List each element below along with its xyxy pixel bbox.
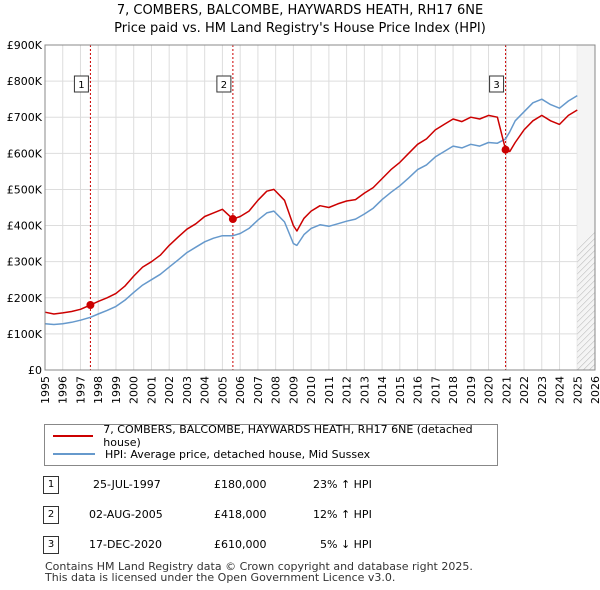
footer-copyright: Contains HM Land Registry data © Crown c… xyxy=(45,560,473,573)
x-tick-label: 2001 xyxy=(145,376,158,404)
sale-row: 3 17-DEC-2020 £610,000 5% ↓ HPI xyxy=(0,534,600,556)
x-tick-label: 2017 xyxy=(429,376,442,404)
x-tick-label: 2009 xyxy=(287,376,300,404)
hatch-line xyxy=(577,303,595,323)
sale-label-box xyxy=(73,75,89,93)
sale-number: 1 xyxy=(43,476,59,494)
x-tick-label: 2021 xyxy=(500,376,513,404)
x-tick-label: 2018 xyxy=(447,376,460,404)
hatch-line xyxy=(595,45,600,370)
x-tick-label: 2024 xyxy=(554,376,567,404)
sale-label-text: 3 xyxy=(493,80,499,91)
sale-price: £610,000 xyxy=(214,538,267,551)
legend-item-price: 7, COMBERS, BALCOMBE, HAYWARDS HEATH, RH… xyxy=(53,423,497,449)
y-tick-label: £300K xyxy=(7,256,43,269)
sale-date: 02-AUG-2005 xyxy=(89,508,163,521)
sale-price: £180,000 xyxy=(214,478,267,491)
y-tick-label: £100K xyxy=(7,328,43,341)
sale-date: 25-JUL-1997 xyxy=(93,478,161,491)
sale-price: £418,000 xyxy=(214,508,267,521)
x-tick-label: 2000 xyxy=(128,376,141,404)
y-tick-label: £700K xyxy=(7,111,43,124)
hatch-line xyxy=(577,309,595,329)
price-chart: 1 2 3 £0 £100K £200K £300K £400K £500K £600K £700… xyxy=(7,39,600,404)
plot-background xyxy=(45,45,595,370)
x-tick-label: 2015 xyxy=(394,376,407,404)
sale-row: 1 25-JUL-1997 £180,000 23% ↑ HPI xyxy=(0,474,600,496)
x-tick-label: 2002 xyxy=(163,376,176,404)
sale-marker-label: 2 xyxy=(216,75,232,93)
sale-hpi-diff: 12% ↑ HPI xyxy=(313,508,372,521)
plot-border xyxy=(44,44,596,371)
hatch-line xyxy=(577,297,595,317)
sale-label-box xyxy=(216,75,232,93)
forecast-hatch xyxy=(577,45,600,370)
x-tick-label: 2011 xyxy=(323,376,336,404)
x-tick-label: 1997 xyxy=(74,376,87,404)
sale-marker-label: 3 xyxy=(489,75,505,93)
x-tick-label: 1996 xyxy=(57,376,70,404)
y-tick-label: £200K xyxy=(7,292,43,305)
y-tick-label: £0 xyxy=(28,364,42,377)
y-tick-label: £400K xyxy=(7,220,43,233)
title-line-1: 7, COMBERS, BALCOMBE, HAYWARDS HEATH, RH… xyxy=(116,3,484,18)
x-tick-label: 2006 xyxy=(234,376,247,404)
sale-points xyxy=(86,145,510,309)
legend-item-hpi: HPI: Average price, detached house, Mid … xyxy=(53,446,370,462)
forecast-area xyxy=(577,45,595,370)
x-tick-label: 2022 xyxy=(518,376,531,404)
x-tick-label: 2020 xyxy=(483,376,496,404)
x-tick-label: 2026 xyxy=(589,376,600,404)
x-tick-label: 2010 xyxy=(305,376,318,404)
legend-hpi-swatch xyxy=(53,453,95,455)
x-tick-label: 2013 xyxy=(358,376,371,404)
sale-point xyxy=(228,215,237,224)
sale-label-text: 2 xyxy=(221,80,227,91)
x-tick-label: 2008 xyxy=(270,376,283,404)
sale-label-box xyxy=(489,75,505,93)
x-tick-label: 2025 xyxy=(571,376,584,404)
legend-price-label: 7, COMBERS, BALCOMBE, HAYWARDS HEATH, RH… xyxy=(103,423,473,449)
sale-number: 2 xyxy=(43,506,59,524)
sale-date: 17-DEC-2020 xyxy=(89,538,163,551)
x-tick-label: 2019 xyxy=(465,376,478,404)
x-tick-label: 2023 xyxy=(536,376,549,404)
x-tick-label: 2016 xyxy=(412,376,425,404)
sale-hpi-diff: 5% ↓ HPI xyxy=(320,538,372,551)
legend-hpi-label: HPI: Average price, detached house, Mid … xyxy=(105,447,371,461)
sale-marker-label: 1 xyxy=(73,75,89,93)
y-tick-label: £900K xyxy=(7,39,43,52)
price-paid-line xyxy=(44,109,578,315)
legend-price-swatch xyxy=(53,435,94,437)
grid xyxy=(44,44,596,371)
sale-number: 3 xyxy=(43,536,59,554)
x-tick-label: 2014 xyxy=(376,376,389,404)
chart-title: 7, COMBERS, BALCOMBE, HAYWARDS HEATH, RH… xyxy=(0,2,600,38)
x-tick-label: 1995 xyxy=(39,376,52,404)
footer: Contains HM Land Registry data © Crown c… xyxy=(45,561,473,583)
hpi-line xyxy=(44,94,578,326)
x-tick-label: 2004 xyxy=(199,376,212,404)
footer-licence: This data is licensed under the Open Gov… xyxy=(45,571,396,584)
sale-point xyxy=(501,145,510,154)
y-tick-label: £600K xyxy=(7,147,43,160)
series-lines xyxy=(44,94,578,326)
sale-row: 2 02-AUG-2005 £418,000 12% ↑ HPI xyxy=(0,504,600,526)
sale-hpi-diff: 23% ↑ HPI xyxy=(313,478,372,491)
sale-label-text: 1 xyxy=(78,80,84,91)
x-tick-label: 2003 xyxy=(181,376,194,404)
y-tick-label: £800K xyxy=(7,75,43,88)
axes: £0 £100K £200K £300K £400K £500K £600K £700K £80… xyxy=(7,39,600,404)
x-tick-label: 2007 xyxy=(252,376,265,404)
y-tick-label: £500K xyxy=(7,183,43,196)
x-tick-label: 2005 xyxy=(216,376,229,404)
sale-point xyxy=(86,301,95,309)
x-tick-label: 1999 xyxy=(110,376,123,404)
title-line-2: Price paid vs. HM Land Registry's House … xyxy=(114,21,486,36)
x-tick-label: 2012 xyxy=(341,376,354,404)
sale-labels: 1 2 3 xyxy=(73,75,505,93)
x-tick-label: 1998 xyxy=(92,376,105,404)
legend: 7, COMBERS, BALCOMBE, HAYWARDS HEATH, RH… xyxy=(44,423,498,466)
